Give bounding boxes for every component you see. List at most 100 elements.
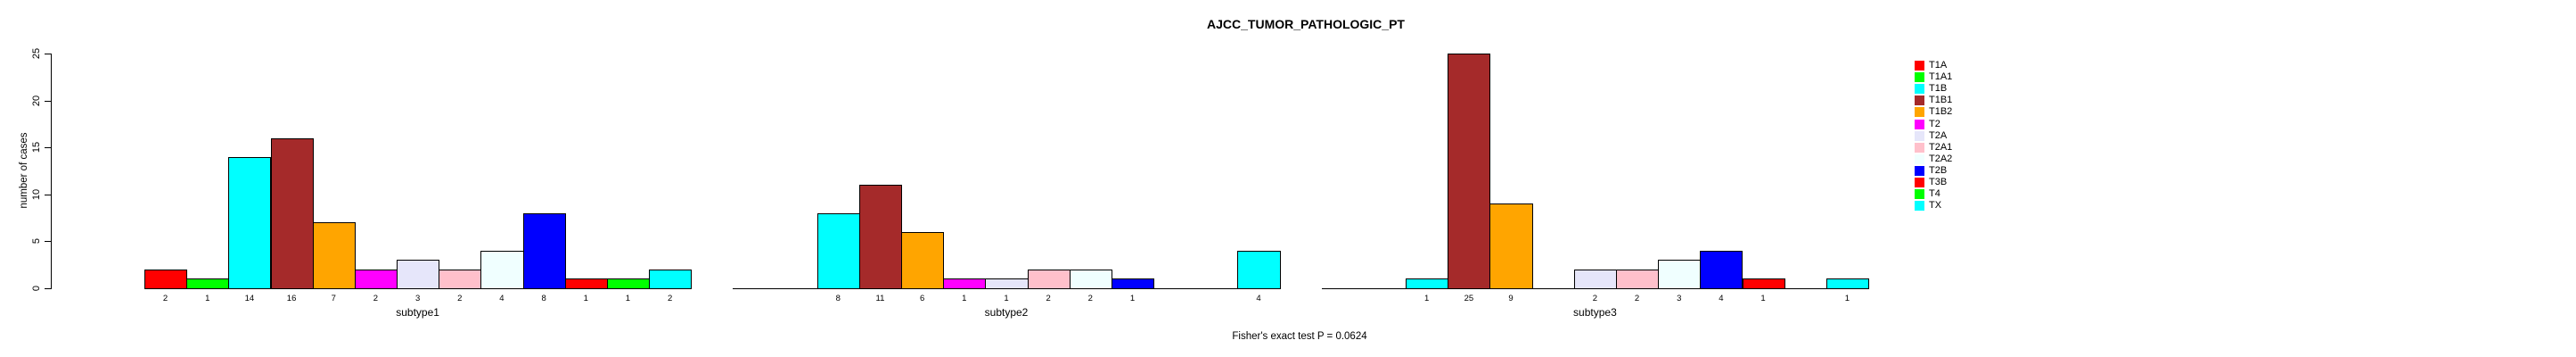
legend-item-label: T2B [1929, 164, 1948, 176]
legend-swatch [1915, 61, 1924, 71]
bar [1111, 278, 1155, 289]
bar-value-label: 7 [331, 294, 336, 303]
bar [354, 270, 398, 289]
bar-value-label: 4 [1719, 294, 1724, 303]
bar-value-label: 2 [1592, 294, 1598, 303]
group-label: subtype3 [1573, 306, 1617, 319]
bar [144, 270, 188, 289]
legend-swatch [1915, 119, 1924, 129]
legend-item-label: T1A1 [1929, 71, 1953, 83]
bar [564, 278, 608, 289]
legend-swatch [1915, 142, 1924, 153]
bar [649, 270, 693, 289]
legend-swatch [1915, 72, 1924, 83]
y-tick-label: 10 [31, 188, 42, 200]
bar-value-label: 2 [1046, 294, 1051, 303]
bar-value-label: 1 [583, 294, 588, 303]
bar [1825, 278, 1869, 289]
bar-value-label: 1 [1844, 294, 1850, 303]
y-tick [45, 241, 51, 243]
legend-swatch [1915, 201, 1924, 212]
bar-value-label: 1 [962, 294, 967, 303]
bar [1406, 278, 1449, 289]
bar [1069, 270, 1112, 289]
y-tick-label: 20 [31, 95, 42, 106]
y-axis [51, 54, 52, 289]
bar-value-label: 2 [162, 294, 168, 303]
y-tick [45, 288, 51, 289]
bar-value-label: 2 [457, 294, 463, 303]
bar [606, 278, 651, 289]
bar-value-label: 3 [1677, 294, 1682, 303]
bar-value-label: 2 [1087, 294, 1093, 303]
bar [1027, 270, 1071, 289]
legend-item-label: T1B2 [1929, 106, 1953, 118]
bar [397, 260, 440, 289]
legend-swatch [1915, 154, 1924, 164]
legend-item-label: T4 [1929, 188, 1940, 200]
bar [480, 251, 524, 289]
bar [1615, 270, 1660, 289]
legend-item-label: T1B [1929, 83, 1948, 95]
chart-title: AJCC_TUMOR_PATHOLOGIC_PT [1207, 17, 1405, 31]
bar-value-label: 2 [1634, 294, 1640, 303]
bar [522, 213, 566, 289]
bar-value-label: 2 [373, 294, 379, 303]
y-tick-label: 5 [31, 238, 42, 245]
legend-swatch [1915, 130, 1924, 141]
group-label: subtype2 [984, 306, 1029, 319]
y-tick [45, 147, 51, 149]
bar [1489, 203, 1533, 289]
group-label: subtype1 [396, 306, 439, 319]
bar-value-label: 9 [1508, 294, 1514, 303]
bar-value-label: 25 [1464, 294, 1474, 303]
legend-item-label: T2 [1929, 118, 1940, 129]
bar [186, 278, 230, 289]
bar-value-label: 16 [286, 294, 297, 303]
bar-value-label: 3 [414, 294, 421, 303]
bar-value-label: 1 [1424, 294, 1430, 303]
bar-value-label: 6 [920, 294, 925, 303]
legend-item-label: T3B [1929, 177, 1948, 187]
legend-swatch [1915, 178, 1924, 187]
footer-annotation: Fisher's exact test P = 0.0624 [1232, 331, 1367, 342]
legend-swatch [1915, 107, 1924, 118]
legend-swatch [1915, 189, 1924, 200]
legend-item-label: T1A [1929, 60, 1948, 71]
bar-value-label: 14 [244, 294, 255, 303]
bar-value-label: 1 [205, 294, 210, 303]
bar-value-label: 1 [1760, 294, 1766, 303]
y-tick-label: 15 [31, 142, 42, 154]
bar [1700, 251, 1743, 289]
bar [985, 278, 1029, 289]
bar [1658, 260, 1702, 289]
bar-value-label: 8 [835, 294, 841, 303]
bar [270, 138, 314, 289]
legend-swatch [1915, 95, 1924, 106]
bar [312, 222, 356, 289]
bar-value-label: 11 [875, 294, 885, 303]
y-tick-label: 25 [31, 47, 42, 60]
bar [1573, 270, 1617, 289]
y-axis-label: number of cases [19, 132, 29, 209]
y-tick [45, 100, 51, 102]
bar [943, 278, 987, 289]
legend-item-label: T2A [1929, 129, 1948, 141]
bar-value-label: 1 [625, 294, 631, 303]
bar [228, 157, 272, 289]
legend-item-label: T2A1 [1929, 141, 1953, 153]
legend-swatch [1915, 84, 1924, 95]
legend-item-label: TX [1929, 200, 1942, 212]
bar [439, 270, 482, 289]
bar [1742, 278, 1785, 289]
bar-value-label: 1 [1004, 294, 1009, 303]
bar [901, 232, 945, 289]
legend-swatch [1915, 165, 1924, 176]
y-tick-label: 0 [31, 285, 42, 292]
legend-item-label: T2A2 [1929, 153, 1953, 164]
bar-value-label: 4 [1256, 294, 1261, 303]
bar-value-label: 1 [1129, 294, 1136, 303]
bar-value-label: 4 [499, 294, 505, 303]
legend-item-label: T1B1 [1929, 95, 1953, 106]
